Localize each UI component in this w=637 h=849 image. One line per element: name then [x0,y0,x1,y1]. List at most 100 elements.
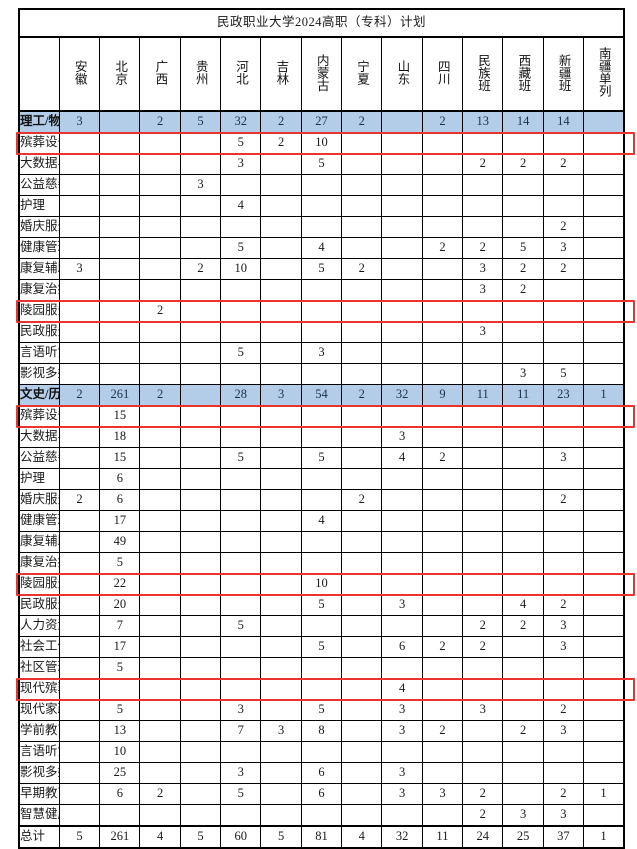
quota-cell [542,741,585,763]
quota-cell [139,174,181,196]
table-row: 公益慈善事业管理 3 [18,174,625,196]
quota-cell [341,216,383,238]
quota-cell [139,468,181,490]
quota-cell [300,195,343,217]
quota-cell [139,573,181,595]
quota-cell [502,468,544,490]
quota-cell: 9 [421,384,464,406]
quota-cell [502,573,544,595]
quota-cell: 7 [220,720,262,742]
quota-cell [139,216,181,238]
quota-cell [341,279,383,301]
quota-cell: 6 [99,468,141,490]
quota-cell [341,300,383,322]
table-row: 现代家政服务与管理 5 3 5 3 3 2 [18,699,625,721]
quota-cell: 5 [58,825,101,849]
quota-cell [421,804,464,827]
quota-cell [179,741,222,763]
quota-cell [58,762,101,784]
quota-cell [462,552,504,574]
column-header-label: 北京 [113,59,128,85]
quota-cell [220,300,262,322]
quota-cell: 4 [300,237,343,259]
quota-cell [220,510,262,532]
quota-cell [58,195,101,217]
major-name-cell: 大数据与会计 [18,426,60,448]
quota-cell [179,762,222,784]
quota-cell [260,573,302,595]
quota-cell [260,678,302,700]
major-name-cell: 言语听觉康复技术 [18,342,60,364]
quota-cell [462,132,504,154]
quota-cell: 3 [260,720,302,742]
quota-cell [220,741,262,763]
quota-cell [260,195,302,217]
quota-cell [260,510,302,532]
quota-cell [421,552,464,574]
quota-cell [583,552,625,574]
table-row: 影视多媒体技术 25 3 6 3 [18,762,625,784]
quota-cell: 2 [462,237,504,259]
quota-cell [341,195,383,217]
quota-cell [583,426,625,448]
quota-cell: 5 [300,594,343,616]
quota-cell: 81 [300,825,343,849]
quota-cell [179,531,222,553]
quota-cell: 3 [542,636,585,658]
major-name-cell: 康复辅助器具技术 [18,531,60,553]
quota-cell: 5 [260,825,302,849]
quota-cell: 49 [99,531,141,553]
quota-cell: 2 [542,153,585,175]
quota-cell [58,468,101,490]
quota-cell: 6 [99,783,141,805]
quota-cell [583,510,625,532]
quota-cell [300,552,343,574]
quota-cell [139,258,181,280]
quota-cell [58,720,101,742]
quota-cell [542,678,585,700]
quota-cell [99,132,141,154]
quota-cell: 3 [220,699,262,721]
quota-cell [220,489,262,511]
quota-cell [502,174,544,196]
quota-cell [58,426,101,448]
quota-cell: 17 [99,510,141,532]
quota-cell: 3 [542,237,585,259]
quota-cell [58,237,101,259]
quota-cell [139,804,181,827]
quota-cell [341,153,383,175]
quota-cell [421,657,464,679]
major-name-cell: 护理 [18,468,60,490]
quota-cell [58,531,101,553]
quota-cell: 6 [99,489,141,511]
quota-cell: 3 [462,258,504,280]
quota-cell [462,363,504,385]
quota-cell [58,405,101,427]
quota-cell [341,678,383,700]
quota-cell [58,678,101,700]
quota-cell: 2 [462,804,504,827]
quota-cell [58,741,101,763]
quota-cell [99,300,141,322]
column-header-label: 宁夏 [355,59,370,85]
quota-cell: 3 [542,447,585,469]
quota-cell [381,132,423,154]
quota-cell [462,510,504,532]
quota-cell [381,615,423,637]
quota-cell [583,594,625,616]
quota-cell [139,699,181,721]
quota-cell [220,363,262,385]
quota-cell: 5 [220,132,262,154]
column-header-4: 河北 [220,36,262,112]
quota-cell: 2 [542,783,585,805]
quota-cell [260,468,302,490]
quota-cell [421,174,464,196]
quota-cell [139,720,181,742]
quota-cell [179,615,222,637]
table-row: 大数据与会计 18 3 [18,426,625,448]
quota-cell: 3 [462,279,504,301]
quota-cell: 2 [542,699,585,721]
column-header-label: 广西 [153,59,168,85]
table-row: 学前教育137383223 [18,720,625,742]
quota-cell [58,594,101,616]
